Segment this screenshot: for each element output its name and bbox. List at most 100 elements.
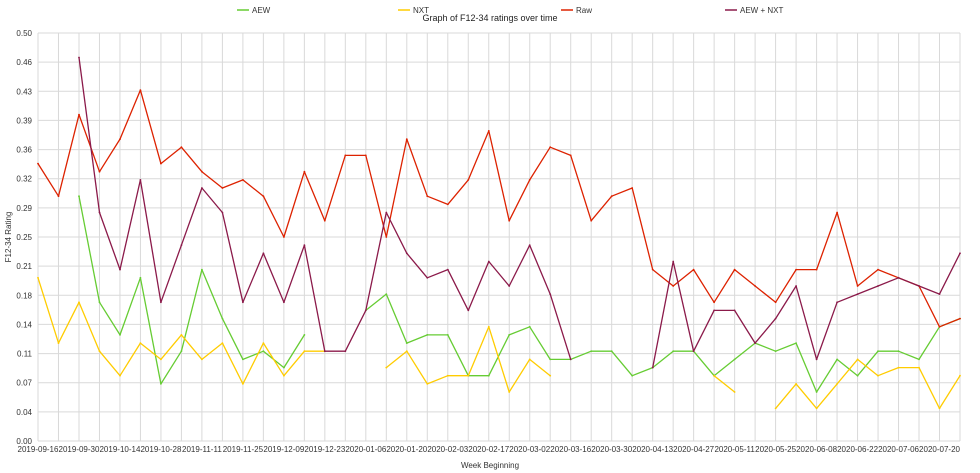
x-tick-label: 2019-09-30 (59, 445, 100, 454)
data-point (877, 350, 879, 353)
data-point (733, 358, 736, 361)
x-tick-label: 2020-03-30 (591, 445, 632, 454)
data-point (713, 374, 715, 377)
data-point (672, 285, 675, 287)
data-point (344, 154, 347, 157)
data-point (569, 154, 572, 157)
x-tick-label: 2019-10-28 (140, 445, 181, 454)
legend-item: AEW (237, 6, 271, 15)
data-point (487, 130, 490, 132)
data-point (262, 252, 265, 255)
data-point (815, 391, 818, 393)
data-point (795, 268, 797, 271)
data-point (528, 244, 531, 247)
data-point (856, 374, 859, 377)
data-point (467, 309, 470, 312)
data-point (37, 162, 39, 165)
data-point (856, 285, 859, 287)
data-point (139, 342, 142, 344)
y-tick-label: 0.14 (16, 320, 32, 329)
data-point (672, 350, 675, 353)
data-point (98, 350, 101, 353)
data-point (590, 219, 593, 222)
data-point (283, 301, 285, 304)
data-point (180, 350, 183, 353)
data-point (672, 260, 675, 263)
data-point (467, 179, 470, 181)
y-tick-label: 0.07 (16, 379, 32, 388)
data-point (959, 317, 961, 320)
data-point (221, 342, 224, 344)
data-point (610, 350, 613, 353)
data-point (119, 138, 121, 141)
data-point (160, 358, 162, 361)
data-point (795, 285, 797, 287)
legend-label: AEW (252, 6, 271, 15)
data-point (221, 211, 224, 214)
x-tick-label: 2020-01-20 (386, 445, 427, 454)
data-point (487, 260, 490, 263)
data-point (795, 342, 797, 344)
x-tick-label: 2019-10-14 (99, 445, 140, 454)
x-tick-label: 2019-12-23 (304, 445, 345, 454)
data-point (242, 301, 244, 304)
y-tick-label: 0.11 (17, 350, 33, 359)
data-point (487, 374, 490, 377)
y-tick-label: 0.29 (16, 204, 32, 213)
data-point (385, 366, 388, 369)
data-point (774, 350, 777, 353)
data-point (119, 334, 121, 336)
data-point (78, 56, 80, 59)
data-point (836, 383, 838, 385)
legend-label: Raw (576, 6, 592, 15)
data-point (713, 301, 715, 304)
data-point (323, 350, 326, 353)
data-point (283, 366, 285, 369)
data-point (692, 268, 695, 271)
data-point (856, 293, 859, 295)
data-point (139, 89, 142, 91)
data-point (774, 317, 777, 320)
data-point (139, 276, 142, 279)
data-point (446, 334, 449, 336)
data-point (918, 358, 920, 361)
data-point (569, 358, 572, 361)
data-point (754, 285, 756, 287)
x-tick-label: 2019-11-25 (223, 445, 264, 454)
data-point (385, 211, 388, 214)
data-point (201, 187, 203, 189)
data-point (405, 342, 408, 344)
x-tick-label: 2020-06-08 (796, 445, 837, 454)
data-point (180, 244, 183, 247)
data-point (201, 358, 203, 361)
x-tick-label: 2020-05-25 (755, 445, 796, 454)
series-line (78, 196, 305, 385)
data-point (877, 268, 879, 271)
data-point (631, 187, 634, 189)
data-point (426, 334, 429, 336)
data-point (283, 374, 285, 377)
x-tick-label: 2020-01-06 (345, 445, 386, 454)
data-point (897, 350, 900, 353)
data-point (98, 211, 101, 214)
legend-item: NXT (398, 6, 429, 15)
x-tick-label: 2020-04-13 (632, 445, 673, 454)
x-tick-label: 2020-03-16 (550, 445, 591, 454)
data-point (57, 195, 60, 198)
series-aew-nxt (78, 56, 961, 369)
data-point (877, 285, 879, 287)
data-point (815, 407, 818, 410)
data-point (856, 358, 859, 361)
legend-label: AEW + NXT (740, 6, 783, 15)
data-point (98, 170, 101, 173)
series-line (365, 293, 961, 393)
x-tick-label: 2019-12-09 (263, 445, 304, 454)
series-layer (37, 56, 961, 410)
x-axis-label: Week Beginning (461, 461, 519, 470)
data-point (590, 350, 593, 353)
data-point (303, 170, 306, 173)
data-point (836, 211, 838, 214)
data-point (733, 391, 736, 393)
y-tick-label: 0.04 (16, 408, 32, 417)
data-point (836, 301, 838, 304)
